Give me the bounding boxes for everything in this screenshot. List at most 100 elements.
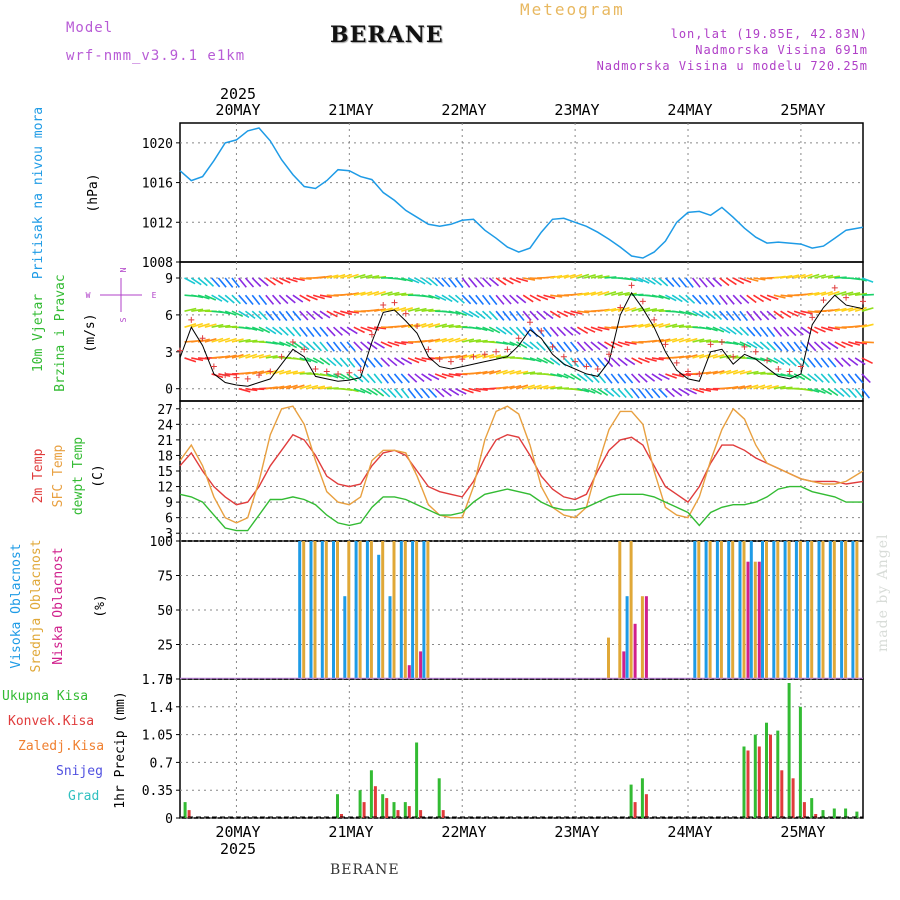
wind-arrow bbox=[231, 338, 244, 343]
wind-arrow bbox=[407, 307, 420, 312]
wind-arrow bbox=[393, 373, 403, 384]
precip-total-bar bbox=[381, 794, 385, 818]
wind-arrow bbox=[522, 326, 532, 337]
y-tick-label: 27 bbox=[157, 403, 173, 418]
wind-arrow bbox=[292, 357, 305, 361]
wind-arrow bbox=[739, 310, 749, 322]
wind-arrow bbox=[306, 357, 318, 364]
wind-gust-mark bbox=[278, 353, 285, 360]
wind-arrow bbox=[515, 294, 527, 304]
precip-convective-bar bbox=[814, 814, 818, 818]
precip-convective-bar bbox=[791, 778, 795, 818]
wind-arrow bbox=[820, 341, 832, 351]
wind-arrow bbox=[726, 341, 739, 346]
wind-arrow bbox=[746, 370, 759, 375]
compass-south: S bbox=[119, 317, 128, 322]
wind-arrow bbox=[651, 294, 664, 299]
wind-arrow bbox=[305, 341, 316, 351]
precip-convective-bar bbox=[362, 802, 366, 818]
wind-arrow bbox=[265, 369, 278, 375]
wind-gust-mark bbox=[256, 372, 263, 379]
wind-arrow bbox=[807, 291, 820, 296]
precip-total-bar bbox=[832, 808, 836, 818]
wind-arrow bbox=[597, 290, 610, 296]
wind-arrow bbox=[278, 326, 289, 336]
wind-arrow bbox=[495, 341, 509, 345]
wind-gust-mark bbox=[628, 282, 635, 289]
precip-ylabel: 1hr Precip (mm) bbox=[113, 691, 128, 808]
wind-arrow bbox=[346, 373, 358, 382]
product-title: Meteogram bbox=[520, 0, 625, 19]
cloud-mid-bar bbox=[855, 541, 859, 679]
wind-gust-mark bbox=[730, 353, 737, 360]
wind-arrow bbox=[366, 341, 378, 350]
precip-legend-hail: Grad bbox=[68, 789, 99, 804]
wind-arrow bbox=[366, 388, 378, 396]
wind-arrow bbox=[529, 294, 541, 302]
wind-gust-mark bbox=[707, 341, 714, 348]
wind-arrow bbox=[651, 373, 663, 382]
wind-gust-mark bbox=[696, 370, 703, 377]
wind-arrow bbox=[793, 273, 806, 279]
wind-arrow bbox=[556, 341, 566, 352]
wind-arrow bbox=[448, 388, 460, 396]
wind-arrow bbox=[319, 294, 332, 299]
y-tick-label: 0 bbox=[165, 812, 173, 827]
wind-arrow bbox=[678, 310, 691, 316]
wind-arrow bbox=[468, 294, 478, 305]
wind-arrow bbox=[556, 326, 567, 337]
wind-arrow bbox=[523, 357, 536, 362]
wind-arrow bbox=[394, 357, 405, 366]
wind-arrow bbox=[543, 385, 556, 390]
wind-arrow bbox=[658, 294, 671, 301]
wind-arrow bbox=[265, 294, 275, 305]
wind-arrow bbox=[272, 277, 284, 285]
wind-gust-mark bbox=[831, 284, 838, 291]
wind-arrow bbox=[482, 310, 492, 320]
wind-arrow bbox=[197, 294, 210, 300]
temp-ylabel-1: 2m Temp bbox=[31, 448, 46, 503]
wind-arrow bbox=[570, 373, 582, 381]
wind-arrow bbox=[712, 326, 725, 333]
wind-arrow bbox=[719, 294, 728, 306]
wind-arrow bbox=[434, 277, 445, 287]
wind-arrow bbox=[719, 277, 730, 287]
wind-arrow bbox=[773, 310, 784, 319]
cloud-mid-bar bbox=[798, 541, 802, 679]
wind-arrow bbox=[374, 326, 387, 330]
wind-arrow bbox=[516, 370, 529, 375]
temp-ylabel-3: dewpt Temp bbox=[71, 437, 86, 515]
precip-convective-bar bbox=[644, 794, 648, 818]
pressure-unit: (hPa) bbox=[86, 173, 101, 212]
cloud-high-bar bbox=[727, 541, 731, 679]
wind-arrow bbox=[475, 294, 485, 306]
wind-arrow bbox=[448, 277, 457, 288]
wind-arrow bbox=[326, 310, 338, 318]
wind-arrow bbox=[753, 384, 766, 390]
wind-ylabel-1: 10m Vjetar bbox=[31, 294, 46, 372]
wind-arrow bbox=[251, 277, 262, 288]
cloud-mid-bar bbox=[765, 541, 768, 679]
wind-arrow bbox=[766, 385, 779, 390]
wind-arrow bbox=[523, 277, 536, 281]
wind-arrow bbox=[244, 294, 254, 306]
cloud-mid-bar bbox=[426, 541, 430, 679]
wind-gust-mark bbox=[685, 368, 692, 375]
wind-arrow bbox=[380, 307, 393, 312]
wind-arrow bbox=[543, 294, 556, 300]
wind-gust-mark bbox=[843, 294, 850, 301]
wind-gust-mark bbox=[357, 367, 364, 374]
wind-arrow bbox=[549, 357, 561, 366]
cloud-mid-bar bbox=[392, 541, 396, 679]
wind-arrow bbox=[346, 387, 359, 393]
wind-arrow bbox=[665, 323, 678, 328]
wind-arrow bbox=[326, 373, 339, 379]
wind-arrow bbox=[428, 338, 441, 343]
compass-east: E bbox=[152, 291, 157, 300]
wind-arrow bbox=[658, 373, 670, 381]
model-name: wrf-nmm_v3.9.1 e1km bbox=[66, 48, 246, 64]
wind-arrow bbox=[509, 384, 522, 390]
wind-arrow bbox=[611, 291, 624, 296]
wind-arrow bbox=[651, 308, 664, 312]
wind-arrow bbox=[712, 354, 725, 359]
